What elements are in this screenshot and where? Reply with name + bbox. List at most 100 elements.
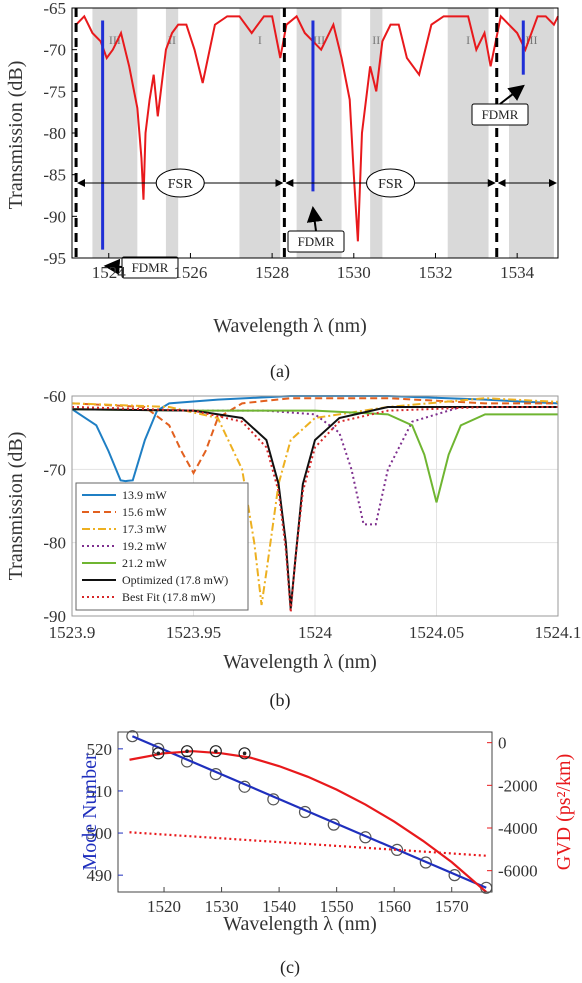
panel-a-xlabel: Wavelength λ (nm) [213, 315, 367, 337]
c-series-line-4 [129, 831, 487, 857]
band-label-5: I [466, 33, 470, 47]
band-label-0: III [109, 33, 121, 47]
b-legend-label-1: 15.6 mW [122, 505, 167, 519]
c-point-0-10 [419, 856, 432, 869]
c-yrtick-label-1: -2000 [498, 776, 538, 795]
panel-c-ylabel-left: Mode Number [79, 753, 101, 871]
fdmr-label-1: FDMR [298, 234, 335, 249]
panel-a-series [75, 14, 559, 250]
c-xtick-label-0: 1520 [147, 897, 181, 916]
panel-c-xlabel: Wavelength λ (nm) [223, 913, 377, 935]
a-xtick-label-3: 1530 [337, 263, 371, 282]
transmission-trace [75, 14, 559, 242]
fsr-bubble-1 [366, 168, 416, 198]
panel-c-ylabel-right: GVD (ps²/km) [553, 754, 575, 871]
panel-c: 1520 1530 1540 1550 1560 1570 490 500 510 520 0 -20… [79, 730, 575, 978]
b-legend-label-2: 17.3 mW [122, 522, 167, 536]
a-xtick-label-4: 1532 [418, 263, 452, 282]
c-yrtick-label-0: 0 [498, 734, 507, 753]
b-ytick-label-3: -60 [43, 387, 66, 406]
c-xtick-label-1: 1530 [205, 897, 239, 916]
c-yltick-label-2: 510 [87, 782, 113, 801]
b-ytick-label-0: -90 [43, 607, 66, 626]
panel-b-legend: 13.9 mW 15.6 mW 17.3 mW 19.2 mW 21.2 mW Optim… [75, 482, 249, 611]
c-point-3-2 [209, 745, 222, 758]
panel-b-caption: (b) [270, 690, 291, 711]
c-point-dot-3-0 [156, 751, 161, 756]
panel-a-annotations: FDMR FDMR FDMR [103, 84, 529, 279]
panel-b: 1523.9 1523.95 1524 1524.05 1524.1 -90 -80 -70 -… [5, 387, 581, 711]
c-point-0-9 [390, 843, 404, 856]
panel-b-series [71, 395, 559, 613]
b-series-line-1 [71, 397, 558, 476]
panel-a-bands: III II I III II I III [92, 8, 554, 258]
c-xtick-label-3: 1550 [320, 897, 354, 916]
fdmr-label-0: FDMR [132, 260, 169, 275]
c-point-dot-3-1 [185, 749, 189, 753]
b-ytick-label-1: -80 [43, 534, 66, 553]
c-point-3-1 [180, 745, 194, 758]
fsr-bubble-0 [155, 168, 205, 198]
b-xtick-label-1: 1523.95 [166, 623, 221, 642]
c-point-0-11 [448, 869, 461, 882]
c-xtick-label-5: 1570 [435, 897, 469, 916]
fdmr-pointer-2 [499, 84, 525, 105]
b-legend-label-3: 19.2 mW [122, 539, 167, 553]
c-xtick-label-4: 1560 [377, 897, 411, 916]
a-xtick-label-1: 1526 [173, 263, 207, 282]
c-point-dot-3-3 [242, 751, 247, 756]
a-ytick-label-5: -70 [43, 41, 66, 60]
b-legend-label-4: 21.2 mW [122, 556, 167, 570]
band-5 [447, 8, 489, 258]
a-xtick-label-5: 1534 [500, 263, 535, 282]
b-series-line-5 [71, 406, 558, 609]
band-label-2: I [258, 33, 262, 47]
a-xtick-label-0: 1524 [92, 263, 127, 282]
b-legend-label-6: Best Fit (17.8 mW) [122, 590, 215, 604]
band-6 [508, 8, 554, 258]
c-point-dot-3-2 [214, 749, 218, 753]
panel-c-series [126, 730, 493, 894]
band-0 [92, 8, 138, 258]
b-xtick-label-4: 1524.1 [535, 623, 582, 642]
b-xtick-label-3: 1524.05 [409, 623, 464, 642]
b-ytick-label-2: -70 [43, 460, 66, 479]
panel-a-caption: (a) [270, 361, 290, 382]
c-point-3-3 [238, 747, 251, 760]
panel-c-caption: (c) [280, 957, 300, 978]
c-series-line-1 [131, 735, 487, 889]
panel-b-ylabel: Transmission (dB) [5, 432, 27, 581]
fdmr-box-0 [121, 256, 179, 279]
a-ytick-label-4: -75 [43, 82, 66, 101]
a-ytick-label-3: -80 [43, 124, 66, 143]
c-yltick-label-3: 520 [87, 740, 113, 759]
fdmr-pointer-0 [103, 258, 123, 275]
band-2 [239, 8, 281, 258]
b-legend-label-5: Optimized (17.8 mW) [122, 573, 228, 587]
b-legend-label-0: 13.9 mW [122, 488, 167, 502]
panel-a-ticks: 1524 1526 1528 1530 1532 1534 -95 -90 -85 -80 -75 -… [43, 0, 534, 282]
b-xtick-label-2: 1524 [298, 623, 333, 642]
b-legend-box [75, 482, 249, 611]
panel-b-frame [71, 395, 559, 617]
a-ytick-label-1: -90 [43, 207, 66, 226]
panel-a-ylabel: Transmission (dB) [5, 61, 27, 210]
c-yltick-label-1: 500 [87, 824, 113, 843]
band-label-1: II [168, 33, 176, 47]
panel-b-ticks: 1523.9 1523.95 1524 1524.05 1524.1 -90 -80 -70 -… [43, 387, 581, 642]
panel-c-frame [117, 731, 493, 893]
c-yltick-label-0: 490 [87, 866, 113, 885]
a-ytick-label-0: -95 [43, 249, 66, 268]
c-yrtick-label-2: -4000 [498, 819, 538, 838]
b-series-line-4 [71, 408, 558, 503]
panel-b-xlabel: Wavelength λ (nm) [223, 651, 377, 673]
a-xtick-label-2: 1528 [255, 263, 289, 282]
fsr-label-1: FSR [378, 177, 404, 192]
b-series-line-3 [71, 406, 558, 526]
c-point-3-0 [152, 747, 165, 760]
band-label-4: II [372, 33, 380, 47]
c-yrtick-label-3: -6000 [498, 862, 538, 881]
c-series-line-2 [129, 750, 487, 893]
